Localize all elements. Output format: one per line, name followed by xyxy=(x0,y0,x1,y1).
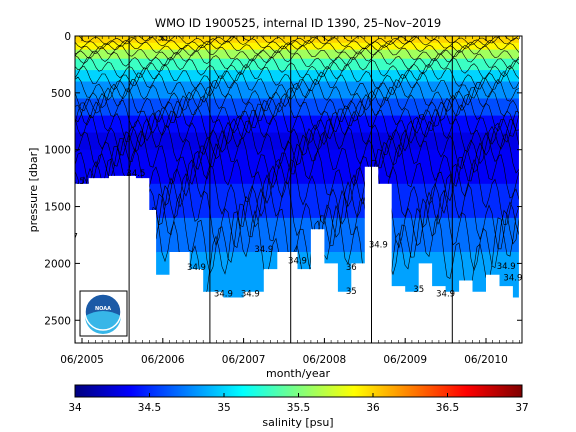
y-tick-label: 0 xyxy=(64,31,71,43)
plot-area: 34.5 34.9 34.9 34.9 34.9 34.9 35 36 34.9 35 34.9 34… xyxy=(59,36,522,344)
x-tick-label: 06/2010 xyxy=(464,354,508,366)
y-axis: 0 500 1000 1500 2000 2500 xyxy=(44,31,522,327)
x-tick-label: 06/2009 xyxy=(383,354,427,366)
contour-line xyxy=(75,100,519,145)
colorbar-tick-label: 34 xyxy=(68,402,82,414)
colorbar-axis: 34 34.5 35 35.5 36 36.5 37 xyxy=(68,393,529,414)
colorbar-tick-label: 35 xyxy=(217,402,230,414)
logo-wordmark: NOAA xyxy=(95,306,111,312)
y-tick-label: 1000 xyxy=(44,145,71,157)
contour-label: 34.9 xyxy=(497,262,516,272)
contour-line xyxy=(75,36,519,46)
contour-label: 34.5 xyxy=(126,169,145,179)
contour-line xyxy=(75,142,519,208)
contour-label: 34.9 xyxy=(369,241,388,251)
x-tick-label: 06/2006 xyxy=(141,354,185,366)
x-tick-label: 06/2005 xyxy=(60,354,104,366)
y-tick-label: 1500 xyxy=(44,202,71,214)
contour-label: 34.5 xyxy=(66,177,85,187)
salinity-band xyxy=(75,115,519,134)
contour-line xyxy=(75,118,519,170)
contour-line xyxy=(75,78,519,112)
contour-line xyxy=(75,108,519,156)
contour-line xyxy=(75,70,519,102)
salinity-band xyxy=(75,98,519,117)
colorbar-tick-label: 36.5 xyxy=(436,402,459,414)
y-tick-label: 500 xyxy=(51,88,71,100)
colorbar-tick-label: 37 xyxy=(515,402,528,414)
y-tick-label: 2500 xyxy=(44,315,71,327)
salinity-band xyxy=(75,49,519,60)
contour-label: 34.9 xyxy=(503,274,522,284)
contour-line xyxy=(75,129,519,189)
salinity-band xyxy=(75,42,519,51)
y-axis-label: pressure [dbar] xyxy=(27,148,40,233)
colorbar-tick-label: 36 xyxy=(366,402,380,414)
noaa-logo: NOAA xyxy=(79,290,128,337)
colorbar-tick-label: 34.5 xyxy=(138,402,161,414)
contour-line xyxy=(75,49,519,70)
plot-frame xyxy=(74,35,523,344)
contour-line xyxy=(75,56,519,79)
contour-label: 34.9 xyxy=(288,256,307,266)
contour-label: 34.9 xyxy=(254,245,273,255)
contour-label: 34.9 xyxy=(436,289,455,299)
salinity-band xyxy=(75,217,519,253)
contour-label: 34.7 xyxy=(59,233,78,243)
x-tick-label: 06/2008 xyxy=(303,354,347,366)
x-axis: 06/2005 06/2006 06/2007 06/2008 06/2009 06/20… xyxy=(60,36,521,366)
contour-line xyxy=(75,63,519,91)
contour-label: 34.9 xyxy=(241,289,260,299)
colorbar-label: salinity [psu] xyxy=(262,416,333,429)
chart-title: WMO ID 1900525, internal ID 1390, 25–Nov… xyxy=(155,16,442,30)
salinity-band xyxy=(75,36,519,44)
salinity-band xyxy=(75,58,519,71)
contour-label: 34.9 xyxy=(187,263,206,273)
salinity-band xyxy=(75,70,519,82)
contour-line xyxy=(75,86,519,123)
contour-line xyxy=(75,92,519,134)
salinity-band xyxy=(75,298,522,344)
contour-label: 35 xyxy=(413,285,424,295)
contour-label: 36 xyxy=(346,263,357,273)
contour-label: 35 xyxy=(346,287,357,297)
x-tick-label: 06/2007 xyxy=(222,354,266,366)
y-tick-label: 2000 xyxy=(44,258,71,270)
x-axis-label: month/year xyxy=(266,367,330,380)
colorbar-tick-label: 35.5 xyxy=(287,402,310,414)
contour-label: 34.9 xyxy=(214,289,233,299)
year-boundary-lines xyxy=(128,36,453,343)
contour-line xyxy=(75,44,519,62)
contour-lines xyxy=(75,36,519,298)
contour-line xyxy=(75,158,519,228)
